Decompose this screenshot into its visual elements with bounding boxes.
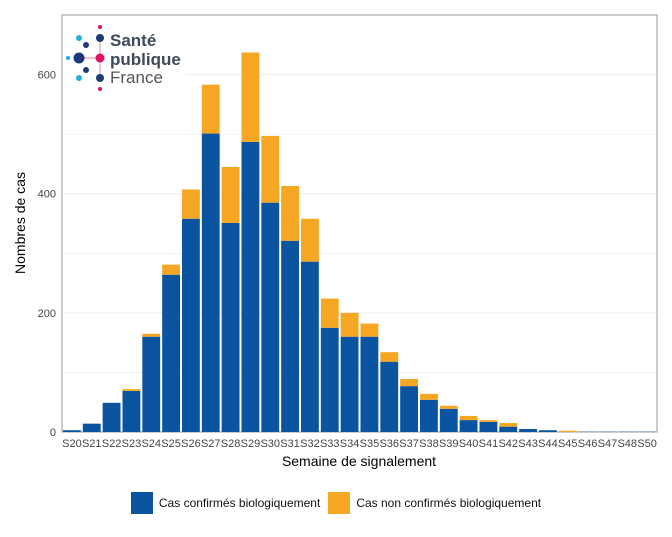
bar-unconfirmed: [300, 218, 319, 262]
legend: Cas confirmés biologiquement Cas non con…: [0, 492, 672, 514]
x-tick-label: S36: [379, 438, 399, 450]
bar-unconfirmed: [479, 420, 498, 422]
bar-unconfirmed: [380, 352, 399, 362]
x-tick-label: S46: [578, 438, 598, 450]
bar-confirmed: [400, 386, 419, 432]
bar-unconfirmed: [122, 389, 141, 391]
bar-confirmed: [261, 202, 280, 432]
x-tick-label: S27: [201, 438, 221, 450]
bar-unconfirmed: [340, 312, 359, 337]
y-axis-label: Nombres de cas: [12, 172, 28, 274]
bar-confirmed: [439, 408, 458, 432]
x-tick-label: S20: [62, 438, 82, 450]
bar-confirmed: [241, 141, 260, 432]
x-tick-label: S37: [399, 438, 419, 450]
y-tick-label: 600: [38, 70, 56, 82]
bar-confirmed: [380, 361, 399, 432]
bar-confirmed: [340, 336, 359, 432]
bar-confirmed: [281, 240, 300, 432]
logo-text-line2: publique: [110, 50, 181, 69]
bar-unconfirmed: [281, 185, 300, 241]
y-tick-label: 400: [38, 189, 56, 201]
bar-confirmed: [538, 430, 557, 432]
bar-confirmed: [162, 274, 181, 432]
bar-confirmed: [459, 420, 478, 432]
x-tick-label: S48: [617, 438, 637, 450]
bar-confirmed: [122, 390, 141, 432]
sante-publique-france-logo: Santé publique France: [64, 24, 186, 92]
bar-confirmed: [499, 426, 518, 432]
x-axis-label: Semaine de signalement: [282, 453, 436, 469]
bar-confirmed: [82, 423, 101, 432]
x-tick-label: S44: [538, 438, 558, 450]
bar-unconfirmed: [360, 323, 379, 337]
bar-unconfirmed: [142, 333, 161, 337]
legend-label-unconfirmed: Cas non confirmés biologiquement: [356, 496, 542, 510]
x-tick-label: S45: [558, 438, 578, 450]
x-tick-label: S40: [459, 438, 479, 450]
x-tick-label: S25: [161, 438, 181, 450]
bar-confirmed: [201, 133, 220, 432]
bar-confirmed: [320, 327, 339, 432]
x-tick-label: S22: [102, 438, 122, 450]
x-tick-label: S32: [300, 438, 320, 450]
bar-unconfirmed: [558, 430, 577, 432]
x-tick-label: S42: [498, 438, 518, 450]
bar-unconfirmed: [241, 52, 260, 142]
x-tick-label: S31: [280, 438, 300, 450]
bar-confirmed: [142, 336, 161, 432]
bar-confirmed: [62, 430, 81, 432]
bar-unconfirmed: [320, 298, 339, 328]
bar-unconfirmed: [499, 423, 518, 427]
legend-swatch-confirmed: [130, 492, 153, 514]
logo-dots-icon: [66, 25, 105, 91]
bar-unconfirmed: [439, 405, 458, 409]
x-tick-label: S24: [141, 438, 161, 450]
y-tick-label: 200: [38, 308, 56, 320]
bar-confirmed: [519, 429, 538, 432]
x-tick-label: S23: [122, 438, 142, 450]
bar-unconfirmed: [162, 264, 181, 275]
x-tick-label: S33: [320, 438, 340, 450]
x-tick-label: S21: [82, 438, 102, 450]
legend-label-confirmed: Cas confirmés biologiquement: [158, 496, 321, 510]
bar-confirmed: [221, 222, 240, 432]
bar-confirmed: [360, 336, 379, 432]
legend-item-unconfirmed: Cas non confirmés biologiquement: [328, 492, 541, 514]
x-tick-label: S34: [340, 438, 360, 450]
bar-confirmed: [479, 421, 498, 432]
x-tick-label: S50: [637, 438, 657, 450]
bar-confirmed: [181, 218, 200, 432]
bar-unconfirmed: [221, 166, 240, 223]
legend-swatch-unconfirmed: [328, 492, 351, 514]
logo-text-line1: Santé: [110, 31, 157, 50]
y-tick-label: 0: [50, 427, 56, 439]
bar-unconfirmed: [201, 84, 220, 134]
x-tick-label: S43: [518, 438, 538, 450]
bar-unconfirmed: [261, 135, 280, 203]
x-tick-label: S38: [419, 438, 439, 450]
bar-unconfirmed: [400, 378, 419, 387]
bar-confirmed: [419, 399, 438, 432]
bar-unconfirmed: [459, 415, 478, 421]
bar-confirmed: [300, 261, 319, 432]
x-tick-label: S29: [241, 438, 261, 450]
x-tick-label: S35: [360, 438, 380, 450]
x-tick-label: S28: [221, 438, 241, 450]
x-tick-label: S41: [479, 438, 499, 450]
logo-text-line3: France: [110, 68, 163, 87]
x-tick-label: S26: [181, 438, 201, 450]
bar-confirmed: [102, 402, 121, 432]
legend-item-confirmed: Cas confirmés biologiquement: [130, 492, 321, 514]
x-tick-label: S30: [260, 438, 280, 450]
bar-unconfirmed: [181, 189, 200, 219]
bar-unconfirmed: [419, 393, 438, 400]
x-tick-label: S39: [439, 438, 459, 450]
x-tick-label: S47: [598, 438, 618, 450]
